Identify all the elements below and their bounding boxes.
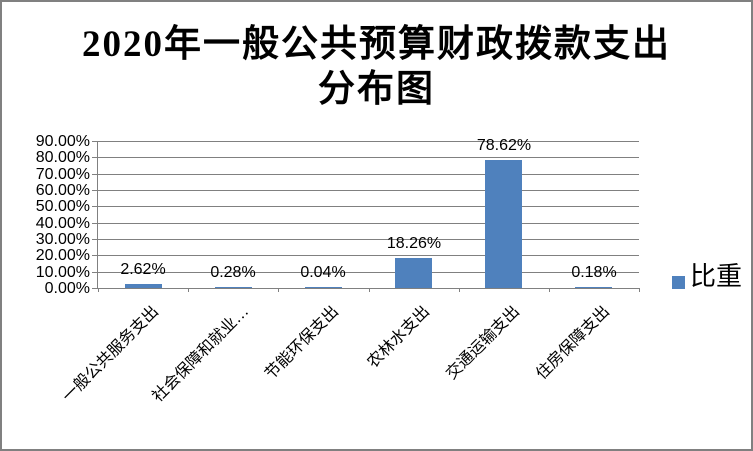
- plot-area: 2.62% 0.28% 0.04% 18.26% 78.62% 0.18%: [92, 137, 640, 292]
- bar: [395, 258, 432, 288]
- gridline: [98, 239, 639, 240]
- x-axis-tick: [639, 288, 640, 292]
- y-axis-tick-label: 60.00%: [35, 182, 90, 199]
- x-axis-tick: [369, 288, 370, 292]
- gridline: [98, 272, 639, 273]
- y-axis-tick-label: 80.00%: [35, 149, 90, 166]
- x-axis-category-label: 交通运输支出: [443, 303, 524, 383]
- bar: [575, 286, 612, 288]
- gridline: [98, 157, 639, 158]
- x-axis-category-label: 社会保障和就业…: [149, 303, 253, 406]
- chart-title-line2: 分布图: [318, 69, 435, 110]
- y-axis-tick: [92, 288, 98, 289]
- x-axis-category-label: 农林水支出: [364, 303, 434, 372]
- y-axis-tick: [92, 272, 98, 273]
- gridline: [98, 255, 639, 256]
- y-axis-tick-label: 10.00%: [35, 264, 90, 281]
- y-axis-tick: [92, 239, 98, 240]
- gridline: [98, 206, 639, 207]
- gridline: [98, 223, 639, 224]
- x-axis-tick: [549, 288, 550, 292]
- y-axis-tick-label: 30.00%: [35, 231, 90, 248]
- legend-label: 比重: [690, 262, 743, 291]
- bar-data-label: 78.62%: [476, 136, 532, 154]
- y-axis-tick: [92, 190, 98, 191]
- x-axis-category-label: 一般公共服务支出: [59, 303, 163, 406]
- bar: [215, 286, 252, 288]
- y-axis-tick: [92, 174, 98, 175]
- y-axis-tick: [92, 223, 98, 224]
- gridline: [98, 174, 639, 175]
- gridline: [98, 141, 639, 142]
- legend-swatch: [672, 276, 685, 289]
- bar: [305, 286, 342, 288]
- bar-data-label: 0.04%: [300, 263, 346, 281]
- x-axis-category-label: 节能环保支出: [262, 303, 343, 383]
- y-axis-tick: [92, 255, 98, 256]
- y-axis-tick-label: 70.00%: [35, 166, 90, 183]
- x-axis-tick: [98, 288, 99, 292]
- y-axis-tick: [92, 141, 98, 142]
- bar-data-label: 0.28%: [210, 263, 256, 281]
- y-axis-tick-label: 40.00%: [35, 215, 90, 232]
- y-axis-tick-label: 20.00%: [35, 247, 90, 264]
- bar: [125, 283, 162, 288]
- y-axis-tick-label: 90.00%: [35, 133, 90, 150]
- chart-title-line1: 2020年一般公共预算财政拨款支出: [82, 24, 671, 65]
- y-axis-tick-label: 0.00%: [44, 280, 90, 297]
- bar-data-label: 2.62%: [120, 260, 166, 278]
- gridline: [98, 288, 639, 289]
- x-axis-tick: [459, 288, 460, 292]
- x-axis-tick: [188, 288, 189, 292]
- bar-data-label: 0.18%: [571, 263, 617, 281]
- x-axis-category-label: 住房保障支出: [533, 303, 614, 383]
- y-axis-tick: [92, 206, 98, 207]
- y-axis-tick-label: 50.00%: [35, 198, 90, 215]
- x-axis-tick: [278, 288, 279, 292]
- gridline: [98, 190, 639, 191]
- bar-data-label: 18.26%: [386, 235, 442, 253]
- chart-title: 2020年一般公共预算财政拨款支出 分布图: [0, 22, 753, 112]
- y-axis-tick: [92, 157, 98, 158]
- bar: [485, 159, 522, 288]
